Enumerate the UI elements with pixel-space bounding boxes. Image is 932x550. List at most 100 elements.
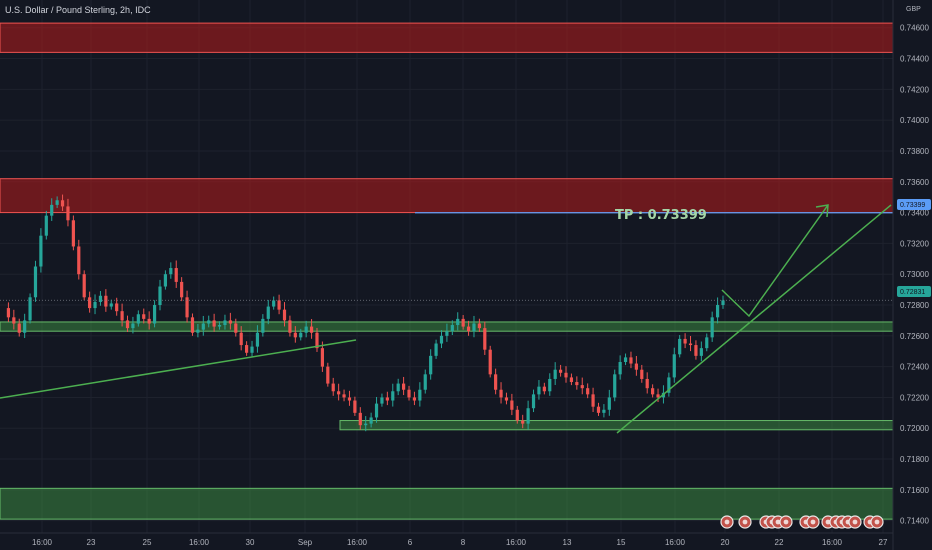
candle-body	[369, 417, 373, 424]
x-tick-label: 22	[775, 538, 784, 547]
candle-body	[163, 274, 168, 287]
candle-body	[282, 309, 287, 321]
candle-body	[429, 355, 433, 375]
candle-body	[705, 337, 709, 349]
y-tick-label: 0.73800	[900, 147, 929, 156]
candle-body	[293, 332, 297, 338]
last-price-tag	[897, 286, 931, 297]
x-tick-label: Sep	[298, 538, 313, 547]
event-icon-dot	[783, 519, 789, 525]
candle-body	[634, 363, 638, 370]
candle-body	[521, 420, 525, 424]
candle-body	[602, 409, 606, 413]
candle-body	[104, 295, 108, 307]
candle-body	[688, 343, 693, 346]
candle-body	[337, 391, 341, 395]
x-tick-label: 6	[408, 538, 413, 547]
candle-body	[299, 332, 303, 338]
candle-body	[651, 388, 655, 395]
candle-body	[288, 320, 292, 333]
x-tick-label: 16:00	[32, 538, 53, 547]
candle-body	[645, 378, 649, 389]
y-tick-label: 0.72800	[900, 301, 929, 310]
y-tick-label: 0.72400	[900, 363, 929, 372]
candle-body	[223, 320, 227, 326]
candle-body	[201, 323, 205, 330]
candle-body	[77, 246, 81, 275]
event-icon-dot	[874, 519, 880, 525]
candle-body	[320, 348, 324, 367]
candle-body	[326, 366, 330, 384]
candle-body	[683, 338, 687, 344]
candle-body	[71, 220, 75, 247]
candle-body	[396, 383, 400, 392]
candle-body	[364, 423, 368, 426]
candle-body	[196, 329, 200, 333]
candle-body	[412, 397, 417, 401]
candle-body	[640, 369, 644, 379]
event-icon-dot	[742, 519, 748, 525]
candle-body	[60, 200, 65, 207]
candle-body	[33, 266, 38, 298]
event-icon-dot	[810, 519, 816, 525]
supply-zone	[0, 178, 894, 214]
candle-body	[656, 394, 660, 398]
event-icons[interactable]	[720, 515, 884, 529]
candle-body	[667, 377, 671, 393]
candle-body	[450, 325, 454, 332]
candle-body	[109, 303, 113, 307]
x-tick-label: 25	[143, 538, 152, 547]
candle-body	[158, 286, 162, 306]
candle-body	[309, 326, 314, 333]
candle-body	[277, 300, 281, 310]
candle-body	[699, 348, 703, 356]
candle-body	[613, 374, 617, 398]
candle-body	[710, 317, 714, 338]
candle-body	[142, 314, 146, 319]
candle-body	[434, 343, 438, 356]
candle-body	[423, 374, 427, 390]
candle-body	[531, 394, 536, 409]
candle-body	[152, 305, 157, 324]
candle-body	[304, 326, 308, 333]
candle-body	[564, 372, 568, 378]
projection-path	[721, 204, 829, 318]
candle-body	[180, 281, 184, 298]
candle-body	[272, 300, 276, 307]
grid	[0, 0, 893, 533]
candle-body	[250, 346, 254, 353]
candle-body	[342, 394, 346, 398]
candle-body	[147, 318, 151, 324]
y-tick-label: 0.71400	[900, 517, 929, 526]
currency-label: GBP	[906, 6, 921, 13]
candle-body	[207, 320, 211, 324]
candle-body	[39, 235, 43, 267]
y-tick-label: 0.73600	[900, 178, 929, 187]
candle-body	[169, 268, 173, 275]
candle-body	[477, 323, 481, 329]
candle-body	[385, 397, 389, 401]
candle-body	[553, 369, 557, 379]
candle-body	[515, 409, 519, 421]
last-price-tag-text: 0.72831	[900, 289, 925, 296]
candle-body	[50, 204, 54, 216]
candle-body	[185, 297, 189, 318]
candle-body	[44, 215, 48, 236]
tp-label: TP : 0.73399	[615, 208, 707, 223]
candle-body	[261, 318, 265, 333]
y-tick-label: 0.74200	[900, 85, 929, 94]
candle-body	[439, 335, 444, 344]
trendline-rising	[616, 204, 892, 434]
candle-body	[93, 301, 97, 309]
x-tick-label: 16:00	[665, 538, 686, 547]
candle-body	[136, 314, 140, 324]
candle-body	[672, 354, 676, 378]
candle-body	[255, 332, 260, 347]
candle-body	[466, 326, 471, 332]
candle-body	[472, 323, 476, 332]
candle-body	[607, 397, 611, 410]
y-tick-label: 0.72200	[900, 393, 929, 402]
